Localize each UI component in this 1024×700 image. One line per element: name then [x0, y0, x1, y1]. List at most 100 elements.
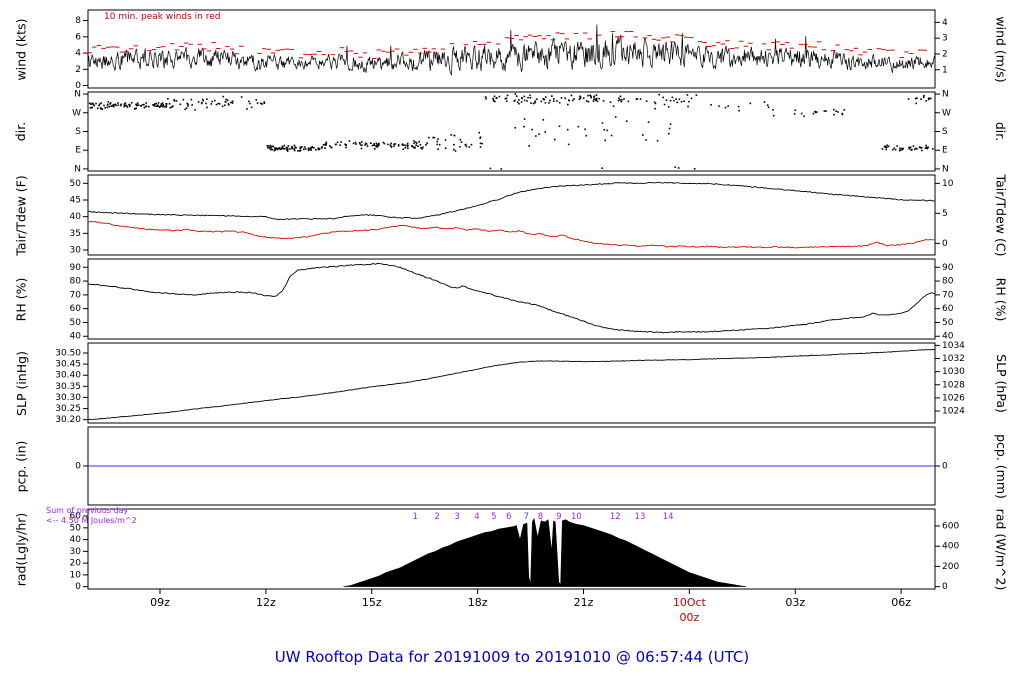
pcp-left-axis-label: pcp. (in) — [13, 440, 29, 492]
svg-text:4: 4 — [75, 49, 81, 59]
svg-text:W: W — [72, 108, 81, 118]
svg-text:200: 200 — [942, 562, 959, 572]
svg-text:0: 0 — [75, 462, 81, 472]
svg-text:90: 90 — [70, 263, 82, 273]
svg-text:60: 60 — [70, 512, 82, 522]
dir-left-axis-label: dir. — [13, 121, 29, 142]
svg-text:12: 12 — [610, 512, 621, 522]
svg-text:30.30: 30.30 — [55, 393, 81, 403]
rad-left-axis-label: rad(Lgly/hr) — [13, 512, 29, 586]
svg-text:1024: 1024 — [942, 407, 965, 417]
wind-left-axis-label: wind (kts) — [13, 18, 29, 80]
svg-text:90: 90 — [942, 263, 954, 273]
svg-text:1034: 1034 — [942, 341, 965, 351]
tair-right-axis-label: Tair/Tdew (C) — [993, 174, 1009, 256]
svg-text:21z: 21z — [574, 596, 594, 609]
svg-text:50: 50 — [70, 318, 82, 328]
svg-text:8: 8 — [538, 512, 543, 522]
svg-text:9: 9 — [556, 512, 561, 522]
svg-text:1032: 1032 — [942, 354, 965, 364]
svg-text:8: 8 — [75, 16, 81, 26]
svg-text:2: 2 — [75, 65, 81, 75]
svg-text:N: N — [74, 90, 81, 100]
svg-text:2: 2 — [434, 512, 439, 522]
svg-text:E: E — [942, 146, 948, 156]
pcp-right-axis-label: pcp. (mm) — [993, 433, 1009, 499]
rh-left-axis-label: RH (%) — [13, 277, 29, 321]
svg-text:30.40: 30.40 — [55, 371, 81, 381]
svg-text:6: 6 — [506, 512, 511, 522]
svg-text:1026: 1026 — [942, 393, 965, 403]
svg-text:60: 60 — [70, 304, 82, 314]
svg-text:7: 7 — [524, 512, 529, 522]
svg-text:15z: 15z — [362, 596, 382, 609]
svg-text:5: 5 — [491, 512, 496, 522]
svg-text:N: N — [942, 90, 949, 100]
slp-left-axis-label: SLP (inHg) — [13, 350, 29, 416]
svg-text:80: 80 — [942, 277, 954, 287]
svg-text:E: E — [75, 146, 81, 156]
svg-text:03z: 03z — [785, 596, 805, 609]
svg-text:70: 70 — [70, 290, 82, 300]
svg-text:70: 70 — [942, 290, 954, 300]
svg-text:10: 10 — [942, 179, 954, 189]
svg-text:N: N — [942, 164, 949, 174]
svg-text:35: 35 — [70, 229, 81, 239]
rh-right-axis-label: RH (%) — [993, 277, 1009, 321]
svg-text:20: 20 — [70, 559, 82, 569]
peak-wind-annotation: 10 min. peak winds in red — [104, 12, 221, 22]
svg-text:30.50: 30.50 — [55, 349, 81, 359]
svg-text:600: 600 — [942, 521, 959, 531]
page-title: UW Rooftop Data for 20191009 to 20191010… — [274, 648, 750, 666]
svg-text:50: 50 — [70, 179, 82, 189]
svg-text:18z: 18z — [468, 596, 488, 609]
svg-text:60: 60 — [942, 304, 954, 314]
svg-text:10: 10 — [571, 512, 582, 522]
svg-text:0: 0 — [942, 239, 948, 249]
svg-text:5: 5 — [942, 209, 948, 219]
radiation-sum-line2: <-- 4.50 M Joules/m^2 — [46, 516, 137, 525]
svg-text:30.25: 30.25 — [55, 404, 81, 414]
svg-text:30.20: 30.20 — [55, 415, 81, 425]
svg-text:3: 3 — [454, 512, 459, 522]
svg-text:40: 40 — [70, 212, 82, 222]
radiation-sum-annotation: Sum of previous day <-- 4.50 M Joules/m^… — [46, 506, 137, 526]
svg-text:10: 10 — [70, 570, 82, 580]
svg-text:30: 30 — [70, 246, 82, 256]
svg-text:6: 6 — [75, 32, 81, 42]
svg-text:4: 4 — [942, 18, 948, 28]
svg-text:1: 1 — [942, 65, 948, 75]
svg-text:45: 45 — [70, 196, 81, 206]
svg-text:0: 0 — [75, 81, 81, 91]
svg-text:0: 0 — [942, 582, 948, 592]
svg-text:50: 50 — [942, 318, 954, 328]
svg-text:0: 0 — [75, 582, 81, 592]
radiation-sum-line1: Sum of previous day — [46, 506, 129, 515]
svg-text:4: 4 — [474, 512, 479, 522]
svg-text:40: 40 — [70, 332, 82, 342]
svg-text:3: 3 — [942, 34, 948, 44]
svg-text:1028: 1028 — [942, 380, 965, 390]
svg-text:1: 1 — [412, 512, 417, 522]
svg-text:12z: 12z — [256, 596, 276, 609]
svg-text:1030: 1030 — [942, 367, 965, 377]
svg-text:0: 0 — [942, 462, 948, 472]
svg-text:06z: 06z — [891, 596, 911, 609]
svg-text:10Oct: 10Oct — [673, 596, 707, 609]
svg-text:30: 30 — [70, 547, 82, 557]
svg-text:09z: 09z — [150, 596, 170, 609]
svg-text:30.35: 30.35 — [55, 382, 81, 392]
svg-text:N: N — [74, 164, 81, 174]
rad-right-axis-label: rad (W/m^2) — [993, 508, 1009, 590]
tair-left-axis-label: Tair/Tdew (F) — [13, 174, 29, 256]
svg-text:14: 14 — [663, 512, 674, 522]
svg-text:W: W — [942, 108, 951, 118]
svg-text:80: 80 — [70, 277, 82, 287]
svg-text:40: 40 — [942, 332, 954, 342]
svg-text:30.45: 30.45 — [55, 360, 81, 370]
svg-text:S: S — [75, 127, 81, 137]
svg-text:S: S — [942, 127, 948, 137]
svg-text:13: 13 — [635, 512, 646, 522]
